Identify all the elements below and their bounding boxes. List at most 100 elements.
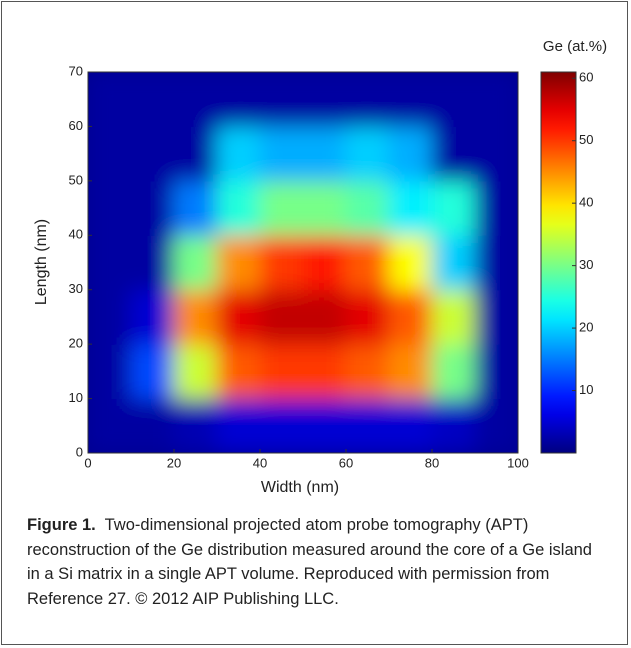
heat-cell [388, 180, 433, 236]
heat-cell [431, 343, 476, 400]
heat-cell [130, 289, 175, 345]
caption-label: Figure 1. [27, 516, 96, 534]
heat-cell [259, 343, 304, 400]
colorbar-tick-label: 20 [579, 320, 593, 335]
chart: Ge (at.%) Width (nm) Length (nm) 0 20 40 60… [33, 38, 607, 496]
heat-cell [216, 289, 261, 345]
x-tick-label: 40 [253, 455, 267, 470]
heat-cell [474, 289, 518, 345]
y-tick-label: 20 [69, 336, 83, 351]
x-tick-label: 60 [339, 455, 353, 470]
heat-cell [302, 289, 347, 345]
x-tick-label: 20 [167, 455, 181, 470]
heat-cell [216, 343, 261, 400]
heat-cell [130, 180, 175, 236]
heat-cell [88, 234, 132, 291]
y-tick-label: 0 [76, 444, 83, 459]
heat-cell [431, 125, 476, 182]
x-tick-label: 0 [84, 455, 91, 470]
heat-cell [216, 234, 261, 291]
heat-cell [259, 125, 304, 182]
heat-cell [88, 72, 132, 127]
heat-cell [216, 72, 261, 127]
heat-cell [345, 398, 390, 453]
heat-cell [130, 398, 175, 453]
colorbar-tick-label: 60 [579, 70, 593, 85]
heat-cell [302, 343, 347, 400]
heat-cell [431, 398, 476, 453]
colorbar [540, 71, 577, 454]
colorbar-tick-label: 30 [579, 257, 593, 272]
y-tick-label: 50 [69, 172, 83, 187]
heat-cell [302, 180, 347, 236]
heat-cell [345, 72, 390, 127]
heat-cell [345, 289, 390, 345]
heat-cell [302, 72, 347, 127]
heat-cell [130, 343, 175, 400]
heat-cell [302, 125, 347, 182]
heat-cell [88, 289, 132, 345]
heat-cell [173, 398, 218, 453]
heat-cell [173, 289, 218, 345]
heat-cell [130, 72, 175, 127]
colorbar-tick-label: 50 [579, 132, 593, 147]
heat-cell [388, 343, 433, 400]
heat-cell [302, 398, 347, 453]
colorbar-label: Ge (at.%) [543, 38, 607, 55]
heat-cell [431, 234, 476, 291]
heat-cell [130, 125, 175, 182]
heat-cell [388, 398, 433, 453]
caption-text: Two-dimensional projected atom probe tom… [27, 516, 592, 608]
heat-cell [474, 180, 518, 236]
y-tick-label: 10 [69, 390, 83, 405]
plot-frame [87, 71, 519, 454]
x-tick-label: 80 [425, 455, 439, 470]
heat-cell [173, 125, 218, 182]
heat-cell [216, 398, 261, 453]
y-tick-label: 30 [69, 281, 83, 296]
heat-cell [88, 180, 132, 236]
heat-cell [216, 125, 261, 182]
heat-cell [173, 180, 218, 236]
colorbar-tick-label: 10 [579, 382, 593, 397]
heat-cell [431, 72, 476, 127]
heat-cell [388, 72, 433, 127]
heat-cell [474, 125, 518, 182]
heat-cell [88, 398, 132, 453]
heat-cell [431, 289, 476, 345]
heat-cell [259, 72, 304, 127]
heat-cell [345, 125, 390, 182]
heat-cell [259, 289, 304, 345]
x-axis-label: Width (nm) [261, 479, 339, 496]
heat-cell [88, 343, 132, 400]
heat-cell [345, 234, 390, 291]
heat-cell [259, 234, 304, 291]
heat-cell [474, 234, 518, 291]
heat-cell [388, 234, 433, 291]
heat-cell [130, 234, 175, 291]
heat-cell [431, 180, 476, 236]
heat-cell [259, 180, 304, 236]
x-tick-label: 100 [507, 455, 529, 470]
heat-cell [388, 289, 433, 345]
heat-cell [345, 343, 390, 400]
heatmap-cells [88, 72, 518, 453]
heat-cell [302, 234, 347, 291]
heat-cell [216, 180, 261, 236]
heatmap [88, 72, 518, 453]
caption: Figure 1. Two-dimensional projected atom… [27, 513, 597, 611]
y-axis-label: Length (nm) [33, 219, 50, 305]
heat-cell [474, 72, 518, 127]
heat-cell [173, 72, 218, 127]
heat-cell [388, 125, 433, 182]
heat-cell [88, 125, 132, 182]
heat-cell [345, 180, 390, 236]
y-tick-label: 60 [69, 118, 83, 133]
colorbar-tick-label: 40 [579, 195, 593, 210]
y-tick-label: 70 [69, 63, 83, 78]
heat-cell [259, 398, 304, 453]
heat-cell [474, 398, 518, 453]
y-tick-label: 40 [69, 227, 83, 242]
